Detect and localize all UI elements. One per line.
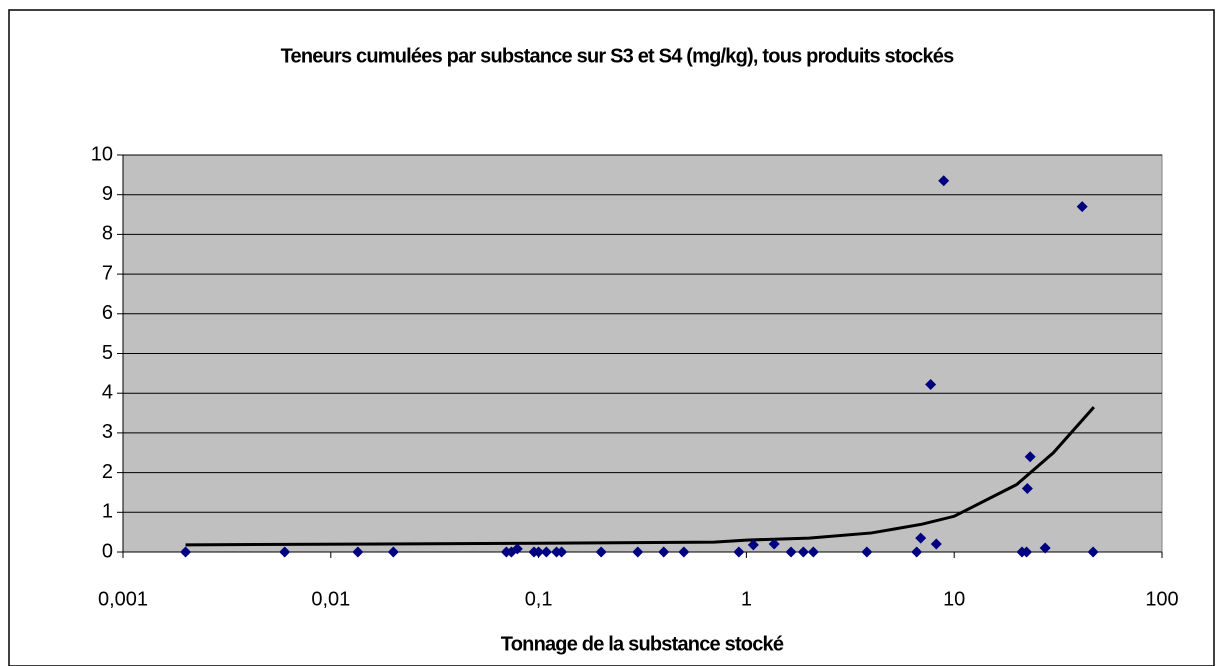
point	[785, 546, 797, 558]
point	[925, 378, 937, 390]
point	[938, 175, 950, 187]
y-tick-label: 10	[91, 143, 113, 165]
x-tick-label: 0,01	[311, 588, 350, 610]
x-tick-label: 0,1	[525, 588, 553, 610]
point	[678, 546, 690, 558]
y-tick-label: 2	[102, 461, 113, 483]
y-tick-label: 8	[102, 223, 113, 245]
point	[1021, 482, 1033, 494]
x-axis-label: Tonnage de la substance stocké	[501, 633, 784, 655]
y-tick-label: 5	[102, 342, 113, 364]
point	[930, 538, 942, 550]
chart-title: Teneurs cumulées par substance sur S3 et…	[281, 45, 955, 67]
point	[807, 546, 819, 558]
point	[768, 538, 780, 550]
point	[747, 539, 759, 551]
point	[556, 546, 568, 558]
point	[733, 546, 745, 558]
point	[1039, 542, 1051, 554]
y-tick-label: 6	[102, 302, 113, 324]
point	[861, 546, 873, 558]
point	[180, 546, 192, 558]
point	[595, 546, 607, 558]
point	[658, 546, 670, 558]
point	[1076, 201, 1088, 213]
point	[387, 546, 399, 558]
point	[915, 532, 927, 544]
point	[632, 546, 644, 558]
point	[1087, 546, 1099, 558]
point	[352, 546, 364, 558]
y-tick-label: 0	[102, 540, 113, 562]
point	[533, 546, 545, 558]
x-tick-label: 0,001	[98, 588, 148, 610]
point	[1024, 451, 1036, 463]
x-tick-label: 100	[1145, 588, 1178, 610]
point	[279, 546, 291, 558]
y-tick-label: 1	[102, 501, 113, 523]
y-tick-label: 7	[102, 262, 113, 284]
point	[540, 546, 552, 558]
y-tick-label: 3	[102, 421, 113, 443]
point	[911, 546, 923, 558]
point	[797, 546, 809, 558]
y-tick-label: 4	[102, 381, 113, 403]
x-tick-label: 10	[943, 588, 965, 610]
point	[1021, 546, 1033, 558]
x-tick-label: 1	[741, 588, 752, 610]
point	[511, 543, 523, 555]
y-tick-label: 9	[102, 183, 113, 205]
trendline	[185, 406, 1095, 547]
